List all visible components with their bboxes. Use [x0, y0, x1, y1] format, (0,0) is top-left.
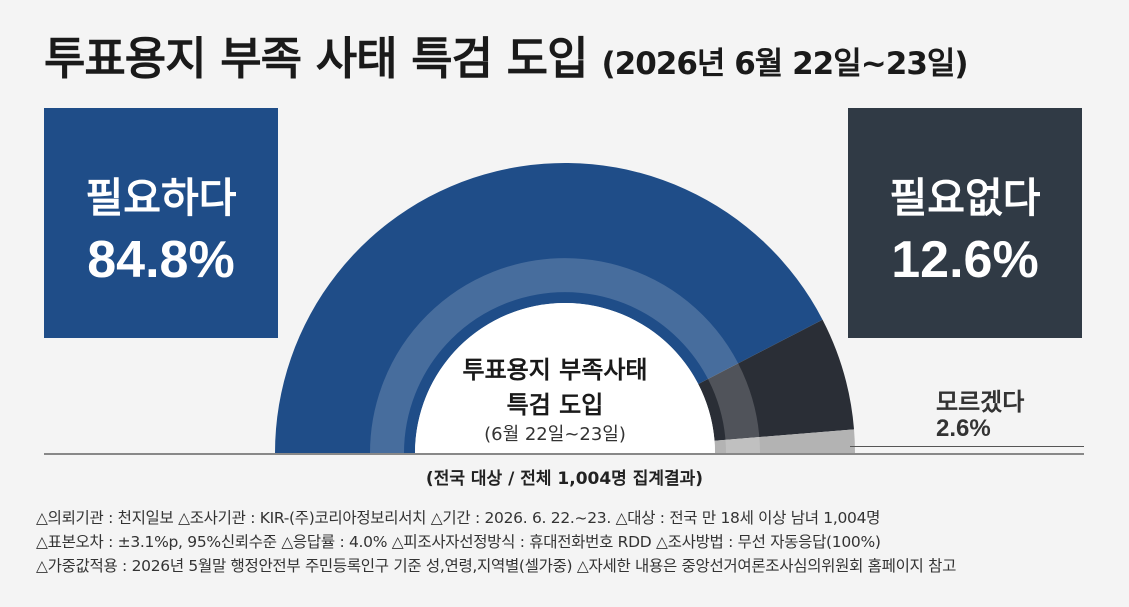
slice-dont-know — [714, 429, 855, 453]
slice-needed — [275, 163, 823, 454]
legend-label-dont-know: 모르겠다 — [936, 388, 1025, 416]
data-label-not-needed: 12.6% — [891, 231, 1039, 289]
dont-know-leader-line — [850, 446, 1084, 447]
legend-label-not-needed: 필요없다 — [889, 174, 1041, 222]
data-label-dont-know: 2.6% — [936, 415, 991, 442]
slice-not-needed — [698, 319, 855, 441]
legend-label-needed: 필요하다 — [85, 174, 237, 222]
note-line-3: △가중값적용 : 2026년 5월말 행정안전부 주민등록인구 기준 성,연령,… — [36, 557, 957, 575]
data-label-needed: 84.8% — [87, 231, 235, 289]
survey-basis: (전국 대상 / 전체 1,004명 집계결과) — [425, 469, 704, 489]
inner-ring-decoration — [370, 258, 760, 454]
legend-box-needed: 필요하다 84.8% — [44, 108, 278, 338]
legend-box-not-needed: 필요없다 12.6% — [848, 108, 1082, 338]
note-line-2: △표본오차 : ±3.1%p, 95%신뢰수준 △응답률 : 4.0% △피조사… — [36, 533, 881, 551]
center-subtitle: (6월 22일~23일) — [484, 424, 626, 445]
center-title-line1: 투표용지 부족사태 — [462, 356, 648, 384]
donut-hole — [415, 303, 715, 453]
center-title-line2: 특검 도입 — [506, 391, 604, 419]
chart-baseline — [44, 453, 1084, 455]
chart-title-date: (2026년 6월 22일~23일) — [601, 46, 968, 82]
chart-title-main: 투표용지 부족 사태 특검 도입 — [44, 32, 588, 85]
note-line-1: △의뢰기관 : 천지일보 △조사기관 : KIR-(주)코리아정보리서치 △기간… — [36, 509, 881, 527]
chart-title: 투표용지 부족 사태 특검 도입 (2026년 6월 22일~23일) — [44, 22, 969, 87]
survey-notes: △의뢰기관 : 천지일보 △조사기관 : KIR-(주)코리아정보리서치 △기간… — [36, 506, 1116, 578]
